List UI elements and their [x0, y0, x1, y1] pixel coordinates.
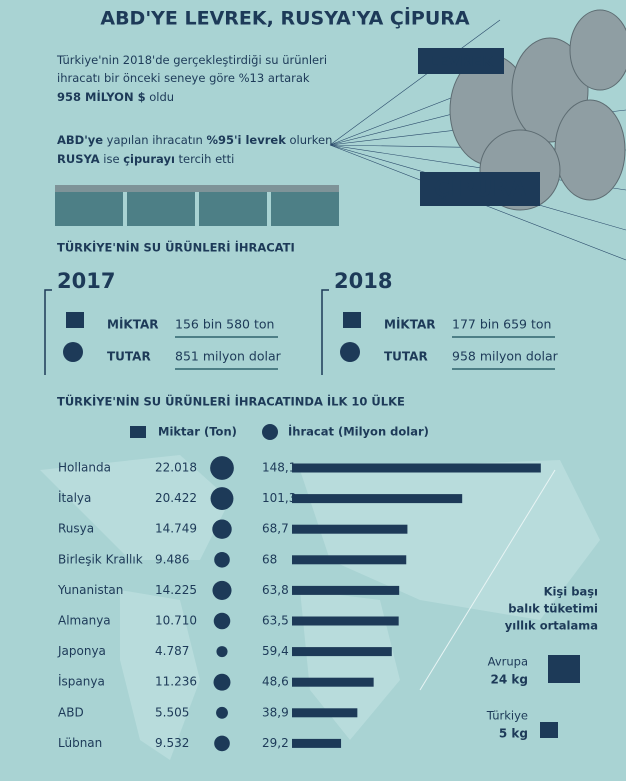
miktar-circle	[210, 487, 234, 511]
country: Rusya	[58, 522, 94, 536]
intro-text: %95'i levrek	[207, 133, 287, 147]
intro-line: RUSYA ise çipurayı tercih etti	[57, 152, 234, 166]
miktar-label: 14.749	[155, 522, 197, 536]
label-box	[418, 48, 504, 74]
intro-text: RUSYA	[57, 152, 100, 166]
intro-text: ABD'ye	[57, 133, 103, 147]
consumption-value: 5 kg	[499, 727, 528, 741]
intro-line: 958 MİLYON $ oldu	[57, 89, 174, 104]
miktar-label: 20.422	[155, 491, 197, 505]
row-value: 851 milyon dolar	[175, 349, 282, 364]
country: Lübnan	[58, 736, 102, 750]
miktar-circle	[213, 673, 231, 691]
icons	[63, 312, 580, 738]
intro-text: oldu	[146, 90, 174, 104]
bar	[292, 677, 374, 687]
miktar-circle	[214, 552, 230, 568]
year: 2018	[334, 269, 392, 293]
bar	[292, 708, 358, 718]
export-label: 59,4	[262, 644, 289, 658]
intro-text: yapılan ihracatın	[103, 133, 206, 147]
section-title: TÜRKİYE'NİN SU ÜRÜNLERİ İHRACATI	[57, 240, 295, 255]
country: Hollanda	[58, 461, 111, 475]
miktar-label: 22.018	[155, 461, 197, 475]
intro-text: Türkiye'nin 2018'de gerçekleştirdiği su …	[56, 53, 327, 67]
miktar-circle	[212, 519, 232, 539]
row-label: MİKTAR	[107, 317, 159, 332]
bar	[292, 585, 400, 595]
export-label: 63,8	[262, 583, 289, 597]
miktar-circle	[210, 456, 234, 480]
intro-line: Türkiye'nin 2018'de gerçekleştirdiği su …	[56, 53, 327, 67]
intro-line: ABD'ye yapılan ihracatın %95'i levrek ol…	[57, 133, 332, 147]
miktar-label: 9.486	[155, 552, 189, 566]
chart-title: TÜRKİYE'NİN SU ÜRÜNLERİ İHRACATINDA İLK …	[57, 394, 405, 409]
fish-label: ÇİPURA	[434, 176, 526, 202]
row-label: TUTAR	[107, 350, 151, 364]
miktar-circle	[216, 646, 228, 658]
export-label: 48,6	[262, 675, 289, 689]
bar	[292, 738, 342, 748]
miktar-circle	[213, 612, 231, 630]
consumption-title: Kişi başı	[544, 585, 598, 599]
intro-text: olurken	[286, 133, 333, 147]
legend-label: İhracat (Milyon dolar)	[288, 424, 429, 439]
country: Japonya	[57, 644, 106, 658]
export-label: 29,2	[262, 736, 289, 750]
consumption-label: Türkiye	[486, 709, 528, 723]
bar	[292, 647, 392, 657]
miktar-label: 4.787	[155, 644, 189, 658]
bar	[292, 463, 541, 473]
country: ABD	[58, 705, 84, 719]
miktar-label: 5.505	[155, 705, 189, 719]
intro-line: ihracatı bir önceki seneye göre %13 arta…	[57, 71, 310, 85]
intro-text: 958 MİLYON $	[57, 89, 146, 104]
export-label: 148,1	[262, 461, 296, 475]
bar	[292, 555, 407, 565]
row-label: TUTAR	[384, 350, 428, 364]
bar	[292, 524, 408, 534]
bar	[292, 494, 463, 504]
row-value: 958 milyon dolar	[452, 349, 559, 364]
consumption-title: balık tüketimi	[508, 602, 598, 616]
miktar-circle	[214, 735, 230, 752]
consumption-label: Avrupa	[488, 655, 528, 669]
country: İspanya	[58, 674, 105, 689]
export-label: 68	[262, 552, 277, 566]
miktar-circle	[212, 580, 232, 600]
export-label: 38,9	[262, 705, 289, 719]
consumption-value: 24 kg	[491, 673, 528, 687]
legend-label: Miktar (Ton)	[158, 425, 237, 439]
row-value: 177 bin 659 ton	[452, 317, 551, 332]
label-box	[420, 172, 540, 206]
row-label: MİKTAR	[384, 317, 436, 332]
year: 2017	[57, 269, 115, 293]
intro-text: çipurayı	[123, 152, 175, 166]
country: İtalya	[58, 490, 91, 505]
intro-text: ihracatı bir önceki seneye göre %13 arta…	[57, 71, 310, 85]
divider	[419, 469, 556, 691]
brackets	[44, 289, 329, 375]
export-label: 63,5	[262, 614, 289, 628]
miktar-circle	[216, 706, 228, 719]
miktar-label: 9.532	[155, 736, 189, 750]
country: Yunanistan	[57, 583, 123, 597]
fish-label: LEVREK	[429, 53, 495, 71]
bar	[292, 616, 399, 626]
consumption-title: yıllık ortalama	[505, 619, 598, 633]
row-value: 156 bin 580 ton	[175, 317, 274, 332]
intro-text: tercih etti	[175, 152, 234, 166]
title: ABD'YE LEVREK, RUSYA'YA ÇİPURA	[100, 6, 470, 30]
miktar-label: 11.236	[155, 675, 197, 689]
country: Almanya	[58, 614, 111, 628]
miktar-label: 10.710	[155, 614, 197, 628]
miktar-label: 14.225	[155, 583, 197, 597]
country: Birleşik Krallık	[58, 552, 143, 566]
export-label: 68,7	[262, 522, 289, 536]
crates	[55, 185, 339, 226]
intro-text: ise	[100, 152, 124, 166]
export-label: 101,3	[262, 491, 296, 505]
